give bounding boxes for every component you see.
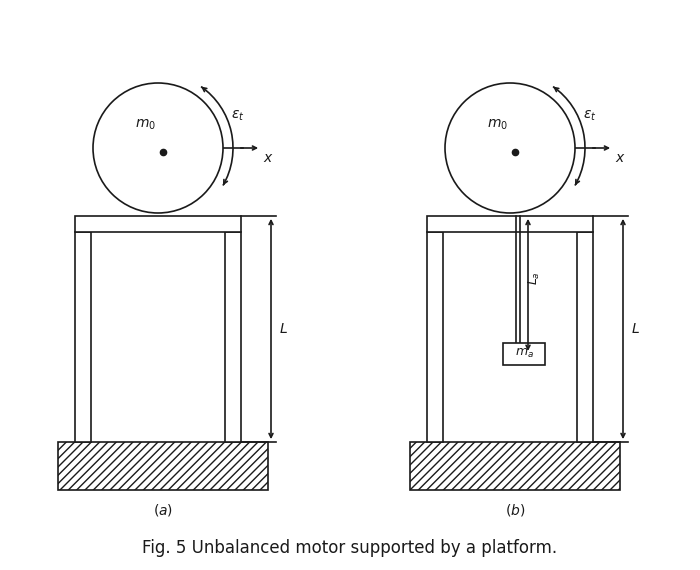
Text: $(a)$: $(a)$ [153, 502, 173, 518]
Text: $x$: $x$ [615, 151, 626, 165]
Bar [225, 232, 241, 442]
Bar [577, 232, 593, 442]
Text: $L$: $L$ [631, 322, 640, 336]
Text: $\varepsilon_t$: $\varepsilon_t$ [583, 109, 596, 123]
Circle shape [93, 83, 223, 213]
Circle shape [445, 83, 575, 213]
Bar [58, 442, 268, 490]
Bar [410, 442, 620, 490]
Text: $(b)$: $(b)$ [505, 502, 525, 518]
Bar [75, 232, 91, 442]
Text: $m_a$: $m_a$ [514, 347, 534, 360]
Text: $L_a$: $L_a$ [526, 271, 542, 285]
Text: $m_0$: $m_0$ [136, 117, 157, 132]
Bar [427, 232, 443, 442]
Bar [503, 343, 545, 365]
Bar [427, 216, 593, 232]
Text: Fig. 5 Unbalanced motor supported by a platform.: Fig. 5 Unbalanced motor supported by a p… [142, 539, 558, 557]
Text: $m_0$: $m_0$ [487, 117, 508, 132]
Text: $x$: $x$ [263, 151, 274, 165]
Bar [75, 216, 241, 232]
Text: $L$: $L$ [279, 322, 288, 336]
Text: $\varepsilon_t$: $\varepsilon_t$ [231, 109, 244, 123]
